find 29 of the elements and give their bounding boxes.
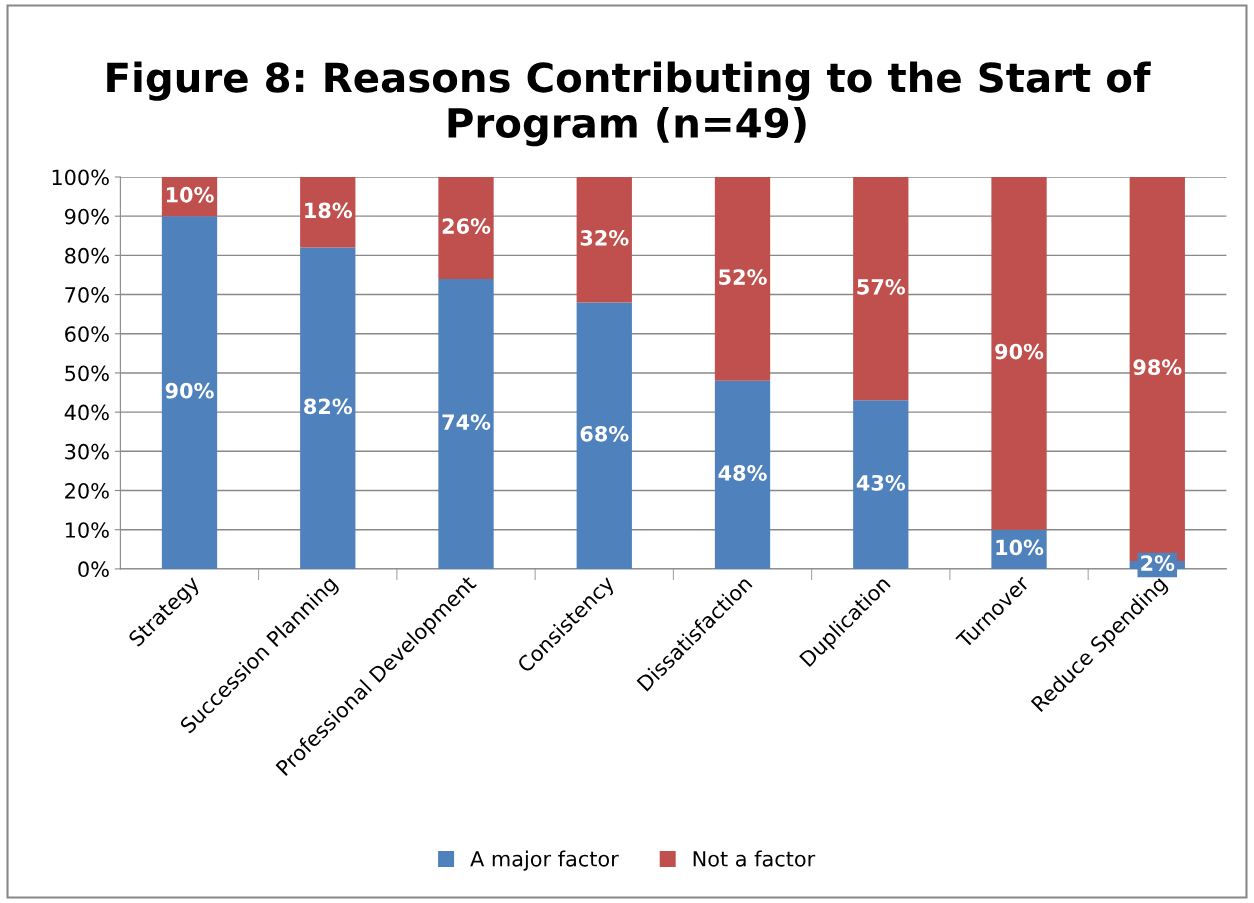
chart-title: Figure 8: Reasons Contributing to the Start of Program (n=49) <box>107 61 1151 147</box>
data-label: 52% <box>719 269 767 285</box>
y-tick-label: 20% <box>65 482 109 499</box>
data-label: 90% <box>995 343 1044 360</box>
data-label: 43% <box>856 474 906 491</box>
data-label: 57% <box>857 278 906 295</box>
data-label: 10% <box>996 539 1044 556</box>
data-label: 10% <box>166 186 214 203</box>
data-label: 98% <box>1133 359 1182 376</box>
y-tick-label: 90% <box>64 208 109 225</box>
data-label: 18% <box>305 202 353 219</box>
data-label: 68% <box>580 425 629 442</box>
y-tick-label: 100% <box>52 169 109 186</box>
legend-label: Not a factor <box>693 850 816 867</box>
data-label: 32% <box>580 229 629 246</box>
legend-label: A major factor <box>470 850 619 871</box>
y-tick-label: 30% <box>65 443 109 460</box>
data-label: 90% <box>165 382 214 399</box>
y-tick-label: 50% <box>65 365 109 382</box>
y-tick-label: 60% <box>65 326 109 342</box>
data-label: 48% <box>718 465 767 481</box>
y-tick-label: 70% <box>65 287 109 303</box>
y-tick-label: 80% <box>65 247 109 264</box>
y-tick-label: 10% <box>65 522 109 538</box>
data-label: 26% <box>442 218 491 234</box>
y-tick-label: 0% <box>78 561 109 578</box>
data-label: 82% <box>304 398 353 415</box>
y-tick-label: 40% <box>64 404 109 421</box>
data-label: 74% <box>442 414 491 430</box>
